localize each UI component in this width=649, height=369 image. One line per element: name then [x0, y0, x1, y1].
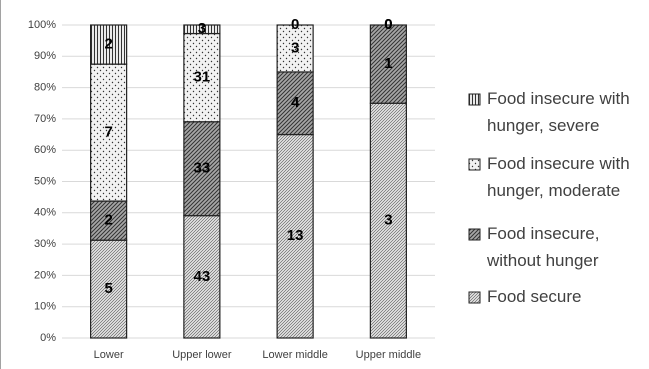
- data-label: 2: [104, 212, 112, 229]
- x-tick-label: Upper lower: [172, 349, 232, 361]
- legend-swatch: [468, 158, 481, 171]
- data-label: 0: [384, 16, 392, 33]
- y-tick-label: 80%: [34, 82, 56, 94]
- y-tick-label: 100%: [28, 19, 56, 31]
- legend-label: Food insecure, without hunger: [486, 224, 599, 270]
- bar-segment: [276, 24, 314, 73]
- y-tick-label: 50%: [34, 175, 56, 187]
- bar-segment: [183, 24, 221, 35]
- data-label: 13: [287, 227, 304, 244]
- data-label: 4: [291, 94, 300, 111]
- data-label: 2: [104, 36, 112, 53]
- y-tick-label: 40%: [34, 207, 56, 219]
- data-label: 3: [291, 39, 299, 56]
- y-tick-label: 0%: [40, 332, 56, 344]
- bar-segment: [183, 32, 221, 123]
- y-tick-label: 70%: [34, 113, 56, 125]
- data-label: 43: [194, 268, 211, 285]
- bar-segment: [369, 24, 407, 104]
- y-tick-label: 20%: [34, 269, 56, 281]
- bar-segment: [183, 121, 221, 217]
- data-label: 3: [384, 212, 392, 229]
- x-tick-label: Lower: [94, 349, 124, 361]
- legend-swatch: [468, 93, 481, 106]
- bar-segment: [90, 239, 128, 339]
- x-tick-label: Upper middle: [356, 349, 421, 361]
- data-label: 3: [198, 20, 206, 37]
- data-label: 0: [384, 16, 392, 33]
- data-label: 0: [291, 16, 299, 33]
- data-label: 5: [104, 280, 112, 297]
- y-tick-label: 10%: [34, 301, 56, 313]
- y-tick-label: 60%: [34, 144, 56, 156]
- data-label: 31: [194, 69, 211, 86]
- legend-swatch: [468, 228, 481, 241]
- y-tick-label: 90%: [34, 50, 56, 62]
- bar-segment: [276, 133, 314, 339]
- bar-segment: [183, 215, 221, 339]
- legend-label: Food secure: [487, 287, 582, 306]
- data-label: 1: [384, 55, 392, 72]
- legend-swatch: [468, 291, 481, 304]
- data-label: 33: [194, 160, 211, 177]
- x-tick-label: Lower middle: [262, 349, 327, 361]
- bar-segment: [90, 24, 128, 65]
- data-label: 7: [104, 124, 112, 141]
- legend-label: Food insecure with hunger, severe: [487, 89, 630, 135]
- legend-label: Food insecure with hunger, moderate: [487, 154, 630, 200]
- bar-segment: [369, 102, 407, 339]
- y-tick-label: 30%: [34, 238, 56, 250]
